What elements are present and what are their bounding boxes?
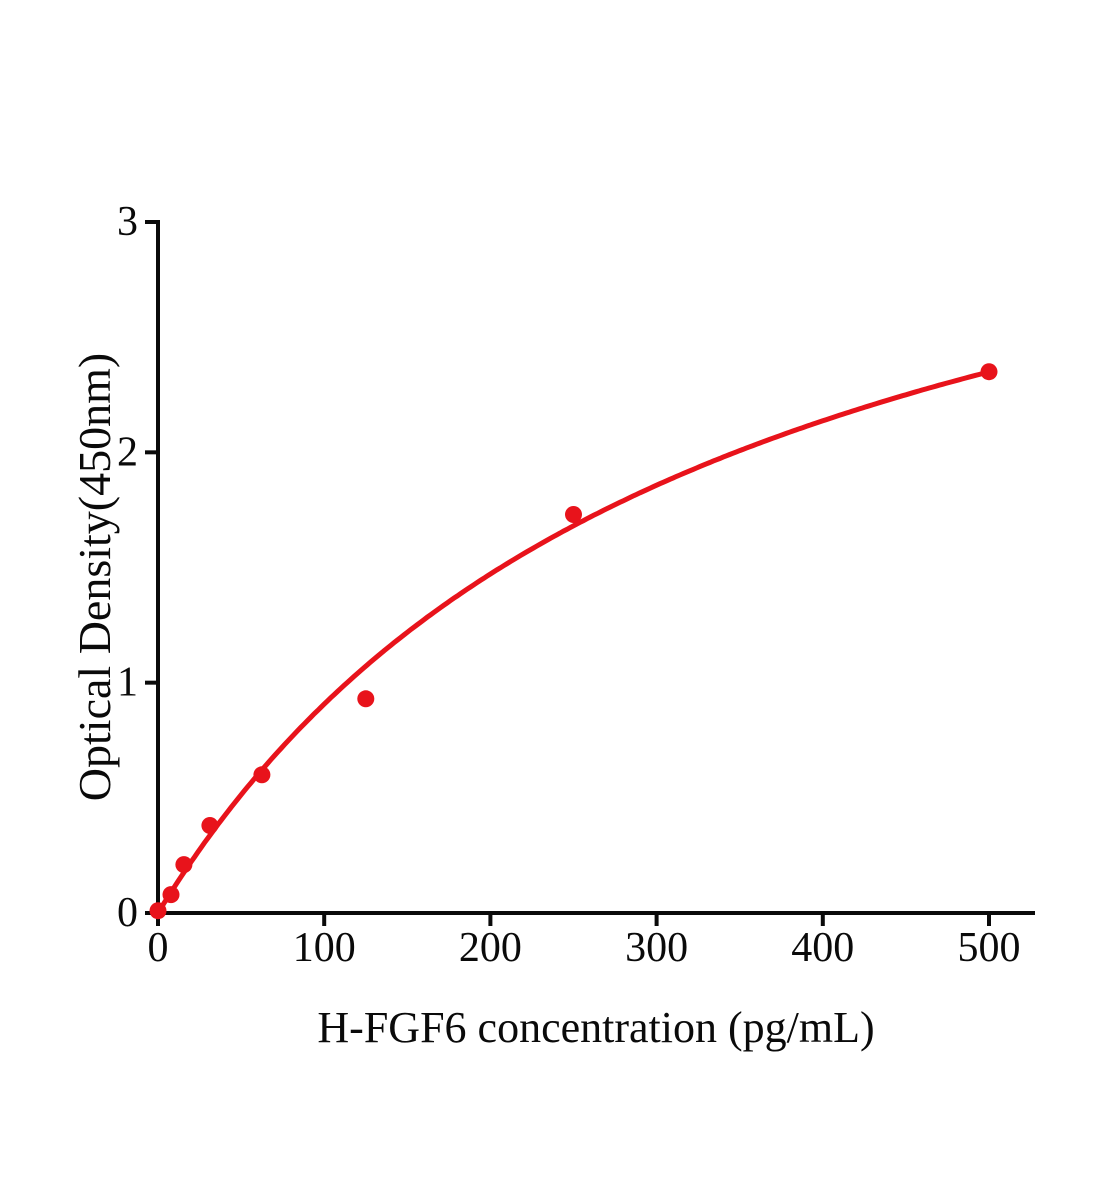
y-tick-label: 0	[117, 890, 138, 936]
y-axis-title: Optical Density(450nm)	[69, 353, 120, 801]
data-point	[357, 690, 375, 708]
fit-curve	[155, 369, 992, 916]
x-tick-label: 300	[625, 925, 688, 971]
data-point	[565, 506, 582, 523]
x-tick-label: 0	[148, 925, 169, 971]
data-point	[162, 886, 180, 904]
x-tick-label: 100	[293, 925, 356, 971]
y-tick-label: 2	[117, 429, 138, 475]
plot-area: 0 100 200 300 400 500 0 1 2 3	[117, 199, 1035, 971]
x-tick-label: 400	[791, 925, 854, 971]
x-tick-label: 200	[459, 925, 522, 971]
data-point	[149, 902, 167, 920]
x-axis-title: H-FGF6 concentration (pg/mL)	[317, 1003, 874, 1052]
data-point	[201, 817, 219, 834]
data-point	[175, 856, 193, 874]
x-tick-label: 500	[958, 925, 1021, 971]
data-point	[980, 363, 998, 381]
data-point	[253, 766, 271, 784]
y-tick-label: 1	[117, 660, 138, 706]
y-tick-label: 3	[117, 199, 138, 245]
